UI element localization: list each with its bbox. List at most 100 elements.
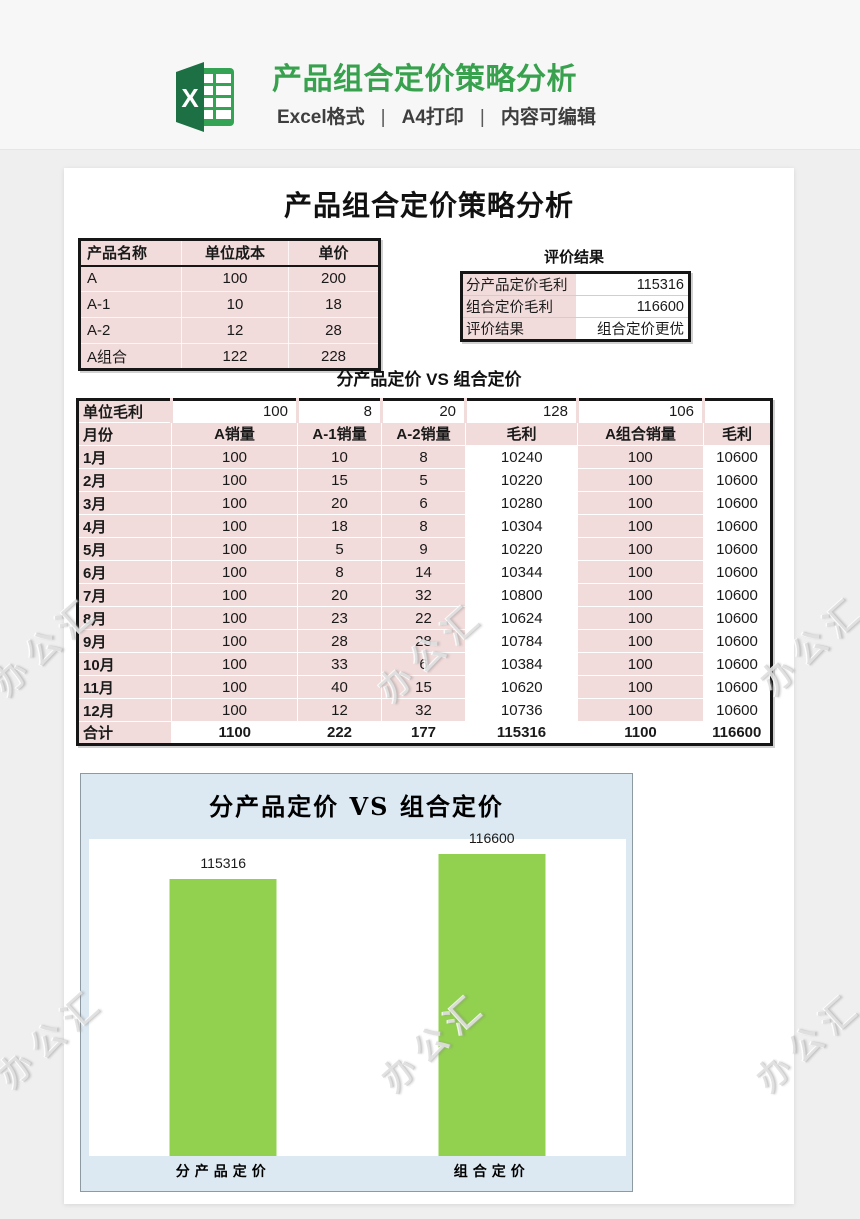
table-row: 7月 100 20 32 10800 100 10600 <box>77 583 772 607</box>
bar-slot: 115316 <box>89 839 358 1156</box>
table-row: 10月 100 33 6 10384 100 10600 <box>77 652 772 676</box>
profit-bar-chart: 分产品定价 VS 组合定价 115316 116600 分产品定价 组合定价 <box>80 773 633 1192</box>
table-row: 单位毛利 100 8 20 128 106 <box>77 399 772 423</box>
cell: 8 <box>296 399 382 423</box>
cell: 10384 <box>465 652 578 676</box>
cell: 9 <box>381 537 466 561</box>
cell: 100 <box>577 675 704 699</box>
cell: 106 <box>576 399 704 423</box>
evaluation-box: 分产品定价毛利 115316 组合定价毛利 116600 评价结果 组合定价更优 <box>460 271 691 342</box>
table-row: 月份 A销量 A-1销量 A-2销量 毛利 A组合销量 毛利 <box>77 422 772 446</box>
table-row: 2月 100 15 5 10220 100 10600 <box>77 468 772 492</box>
cell: 评价结果 <box>461 317 576 341</box>
cell: A-2销量 <box>381 422 466 446</box>
cell <box>702 399 772 423</box>
cell: 23 <box>297 606 382 630</box>
cell: 毛利 <box>703 422 772 446</box>
cell: 单价 <box>288 239 380 267</box>
excel-logo-icon: X <box>174 60 236 134</box>
cell: 222 <box>297 721 382 745</box>
cell: 18 <box>297 514 382 538</box>
cell: 28 <box>297 629 382 653</box>
cell: 10600 <box>703 560 772 584</box>
cell: 116600 <box>575 295 690 318</box>
cell: 8 <box>381 445 466 469</box>
table-row: 12月 100 12 32 10736 100 10600 <box>77 698 772 722</box>
cell: 10620 <box>465 675 578 699</box>
cell: 10月 <box>77 652 172 676</box>
cell: 5 <box>297 537 382 561</box>
cell: 10600 <box>703 629 772 653</box>
format-label: Excel格式 <box>277 107 365 128</box>
print-label: A4打印 <box>401 107 464 128</box>
cell: 1100 <box>577 721 704 745</box>
product-cost-table: 产品名称 单位成本 单价 A 100 200 A-1 10 18 A-2 12 28 A组合 122 228 <box>78 238 381 371</box>
table-row: 合计 1100 222 177 115316 1100 116600 <box>77 721 772 745</box>
chart-plot-area: 115316 116600 <box>89 830 626 1156</box>
cell: 100 <box>577 468 704 492</box>
cell: A-1 <box>79 291 182 318</box>
cell: 10220 <box>465 468 578 492</box>
cell: 6 <box>381 491 466 515</box>
cell: 10 <box>297 445 382 469</box>
template-meta: Excel格式 | A4打印 | 内容可编辑 <box>277 102 596 129</box>
cell: 28 <box>288 317 380 344</box>
cell: 22 <box>381 606 466 630</box>
bar-value-label: 116600 <box>468 830 515 846</box>
cell: 33 <box>297 652 382 676</box>
cell: 115316 <box>575 272 690 296</box>
evaluation-title: 评价结果 <box>543 249 604 266</box>
cell: 100 <box>170 399 298 423</box>
cell: 2月 <box>77 468 172 492</box>
bar-separate-pricing <box>169 879 277 1156</box>
cell: 分产品定价毛利 <box>461 272 576 296</box>
category-label: 组合定价 <box>453 1164 530 1180</box>
cell: 月份 <box>77 422 172 446</box>
bar-value-label: 115316 <box>200 855 247 871</box>
edit-label: 内容可编辑 <box>500 107 596 128</box>
cell: 100 <box>577 514 704 538</box>
table-row: 11月 100 40 15 10620 100 10600 <box>77 675 772 699</box>
cell: 100 <box>171 675 298 699</box>
table-row: 分产品定价毛利 115316 <box>461 272 690 296</box>
cell: 128 <box>464 399 578 423</box>
cell: 100 <box>171 652 298 676</box>
cell: 10600 <box>703 537 772 561</box>
table-row: A-1 10 18 <box>79 291 380 318</box>
evaluation-body: 分产品定价毛利 115316 组合定价毛利 116600 评价结果 组合定价更优 <box>461 272 690 341</box>
cell: 100 <box>171 468 298 492</box>
cell: A-1销量 <box>297 422 382 446</box>
cell: 100 <box>577 491 704 515</box>
product-table-body: 产品名称 单位成本 单价 A 100 200 A-1 10 18 A-2 12 28 A组合 122 228 <box>79 239 380 370</box>
cell: 100 <box>171 560 298 584</box>
cell: 12 <box>297 698 382 722</box>
cell: 20 <box>380 399 466 423</box>
table-row: 9月 100 28 28 10784 100 10600 <box>77 629 772 653</box>
cell: 10600 <box>703 675 772 699</box>
cell: 5月 <box>77 537 172 561</box>
preview-page: 产品组合定价策略分析 产品名称 单位成本 单价 A 100 200 A-1 10 18 A-2 12… <box>64 168 794 1204</box>
cell: 10240 <box>465 445 578 469</box>
cell: 1100 <box>171 721 298 745</box>
cell: 10624 <box>465 606 578 630</box>
cell: 1月 <box>77 445 172 469</box>
table-row: 6月 100 8 14 10344 100 10600 <box>77 560 772 584</box>
cell: 100 <box>171 445 298 469</box>
table-row: 5月 100 5 9 10220 100 10600 <box>77 537 772 561</box>
cell: 8月 <box>77 606 172 630</box>
table-row: A-2 12 28 <box>79 317 380 344</box>
separator: | <box>479 107 485 128</box>
cell: 100 <box>171 698 298 722</box>
cell: 100 <box>577 606 704 630</box>
cell: 9月 <box>77 629 172 653</box>
cell: 10 <box>181 291 289 318</box>
cell: 10220 <box>465 537 578 561</box>
comparison-subtitle: 分产品定价 VS 组合定价 <box>336 370 522 389</box>
table-row: 组合定价毛利 116600 <box>461 295 690 318</box>
cell: A销量 <box>171 422 298 446</box>
chart-title: 分产品定价 VS 组合定价 <box>209 792 504 821</box>
cell: 100 <box>577 652 704 676</box>
cell: 100 <box>171 629 298 653</box>
category-label: 分产品定价 <box>175 1164 271 1180</box>
cell: 10600 <box>703 652 772 676</box>
